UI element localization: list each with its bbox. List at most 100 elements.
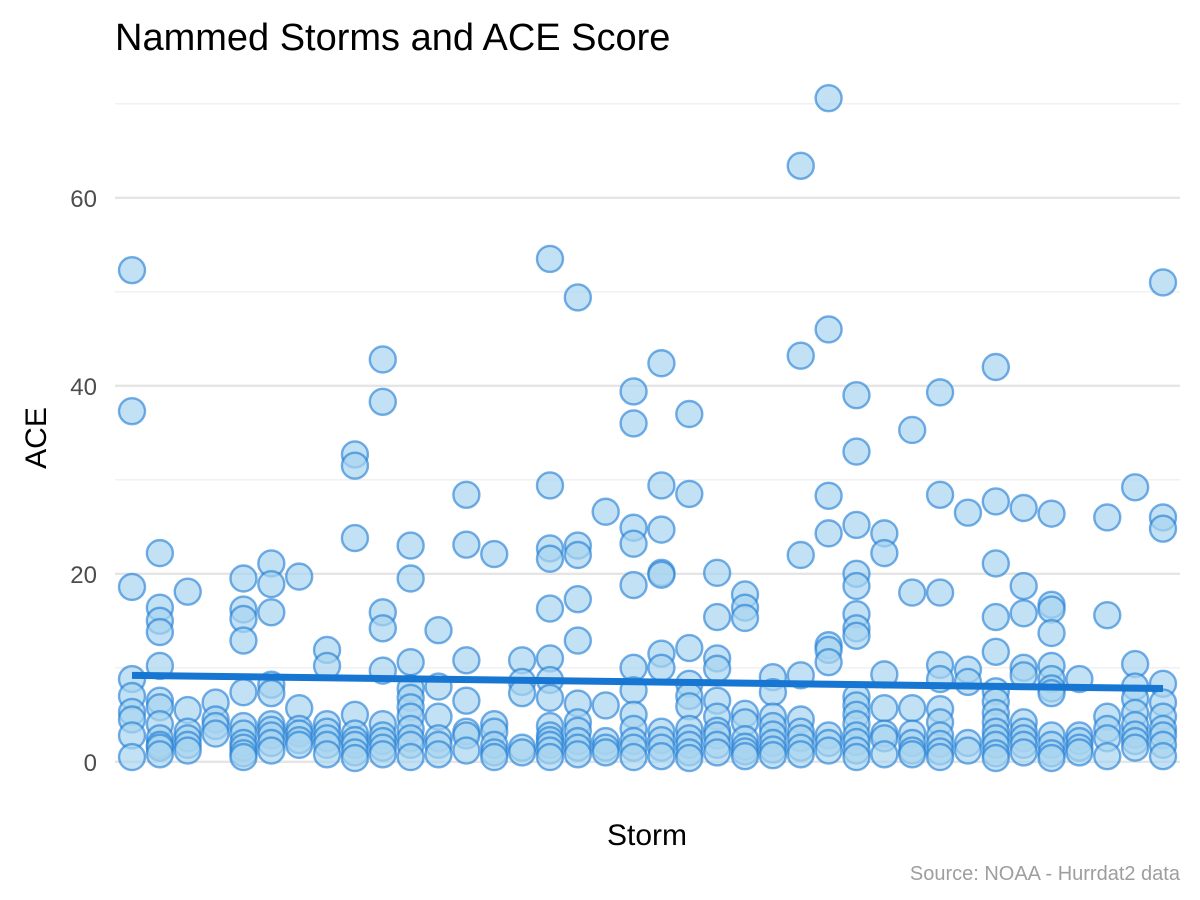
data-point [452,646,481,675]
data-point [981,352,1011,382]
data-point [702,654,732,683]
data-point [786,341,815,370]
data-point [507,738,537,767]
data-point [786,540,815,570]
data-point [675,399,704,429]
data-point [312,740,342,769]
x-axis-title: Storm [607,819,687,852]
data-point [229,742,258,772]
data-point [814,481,843,510]
data-point [452,686,481,715]
data-point [730,741,760,771]
data-point [201,719,230,748]
data-point [368,614,397,643]
data-point [814,315,843,344]
data-point [647,515,676,544]
data-point [396,531,425,560]
y-tick-label: 0 [84,750,97,777]
data-point [507,678,537,708]
data-point [619,742,648,772]
data-point [480,539,509,569]
data-point [340,451,370,480]
data-point [480,742,509,772]
data-point [870,740,899,769]
data-point [786,740,815,769]
data-point [730,603,760,633]
data-point [870,694,899,723]
data-point [981,637,1011,667]
data-point [117,396,147,426]
data-point [1037,499,1066,528]
data-point [953,667,983,697]
data-point [925,378,955,407]
data-point [535,244,565,274]
data-point [173,577,202,606]
data-point [898,740,927,769]
data-point [229,564,258,593]
data-point [814,647,843,677]
data-point [1093,600,1122,630]
data-point [284,730,314,760]
trend-line [131,671,1164,692]
data-point [675,633,704,663]
data-point [396,564,425,593]
data-point [563,626,593,655]
data-point [702,558,732,588]
chart-title: Nammed Storms and ACE Score [115,17,670,59]
data-point [1065,738,1094,767]
data-point [563,540,593,570]
y-tick-label: 40 [70,374,97,401]
data-point [814,736,843,765]
data-point [758,741,788,770]
y-tick-label: 60 [70,186,97,213]
data-point [368,740,397,769]
data-point [535,594,565,623]
data-point [1148,268,1178,297]
data-point [925,480,955,510]
data-point [981,487,1011,516]
data-point [340,523,370,553]
data-point [981,743,1011,773]
y-axis-title: ACE [20,407,53,469]
y-axis-ticks: 0 20 40 60 [70,186,97,777]
data-point [702,602,732,632]
data-point [368,387,397,416]
data-point [1037,618,1066,648]
data-point [591,691,620,720]
data-point [563,283,593,312]
data-point [591,497,620,526]
data-point [1009,738,1038,767]
data-point [619,409,648,438]
data-point [842,621,871,651]
data-point [535,683,565,713]
data-point [1009,571,1038,601]
data-point [647,349,676,378]
data-point [145,538,175,568]
data-point [257,569,286,599]
data-point [340,743,370,773]
data-point [452,480,481,510]
data-point [173,736,202,765]
data-point [953,736,983,765]
data-point [925,742,955,772]
data-point [396,647,425,677]
data-point [675,743,704,773]
data-point [117,742,147,772]
data-point [953,498,983,527]
data-point [1009,493,1038,523]
data-point [1120,473,1150,502]
data-point [1009,599,1038,628]
data-point [535,471,565,500]
data-point [814,519,843,548]
data-point [619,570,648,600]
data-point [284,562,314,591]
data-point [257,678,286,708]
data-point [842,510,871,540]
data-point [535,544,565,573]
data-point [786,151,815,181]
data-point [702,738,732,767]
data-point [898,415,927,445]
data-point [898,694,927,723]
data-point [647,471,676,500]
